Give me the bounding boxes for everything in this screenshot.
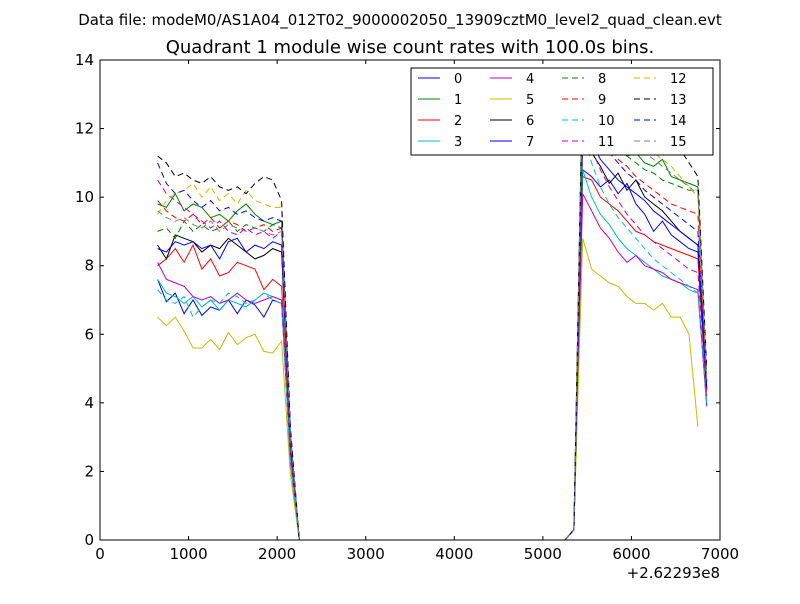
- y-tick-label: 14: [75, 51, 94, 69]
- x-offset-label: +2.62293e8: [627, 564, 720, 582]
- x-tick-label: 5000: [524, 545, 562, 563]
- legend-label-6: 6: [526, 114, 534, 129]
- series-line-14: [157, 111, 708, 541]
- y-tick-label: 4: [84, 394, 94, 412]
- x-tick-label: 7000: [701, 545, 739, 563]
- legend-label-5: 5: [526, 93, 534, 108]
- legend-label-12: 12: [670, 72, 687, 87]
- x-tick-label: 1000: [169, 545, 207, 563]
- legend-label-4: 4: [526, 72, 534, 87]
- legend-label-7: 7: [526, 135, 534, 150]
- y-tick-label: 2: [84, 462, 94, 480]
- y-tick-label: 12: [75, 120, 94, 138]
- y-tick-label: 6: [84, 325, 94, 343]
- x-tick-label: 2000: [258, 545, 296, 563]
- legend-label-11: 11: [598, 135, 615, 150]
- y-tick-label: 8: [84, 257, 94, 275]
- x-tick-label: 0: [95, 545, 105, 563]
- legend-label-14: 14: [670, 114, 687, 129]
- legend-label-10: 10: [598, 114, 615, 129]
- y-tick-label: 0: [84, 531, 94, 549]
- legend-label-8: 8: [598, 72, 606, 87]
- suptitle: Data file: modeM0/AS1A04_012T02_90000020…: [78, 11, 722, 30]
- legend-label-3: 3: [454, 135, 462, 150]
- legend-label-1: 1: [454, 93, 462, 108]
- chart-title: Quadrant 1 module wise count rates with …: [166, 37, 655, 58]
- axes-frame: [99, 59, 721, 541]
- legend-label-2: 2: [454, 114, 462, 129]
- x-axis: 0 1000 2000 3000 4000 5000 6000 7000: [95, 60, 739, 563]
- x-tick-label: 4000: [435, 545, 473, 563]
- x-tick-label: 3000: [347, 545, 385, 563]
- y-tick-label: 10: [75, 188, 94, 206]
- legend-label-15: 15: [670, 135, 687, 150]
- legend-label-9: 9: [598, 93, 606, 108]
- x-tick-label: 6000: [612, 545, 650, 563]
- legend-label-13: 13: [670, 93, 687, 108]
- legend-label-0: 0: [454, 72, 462, 87]
